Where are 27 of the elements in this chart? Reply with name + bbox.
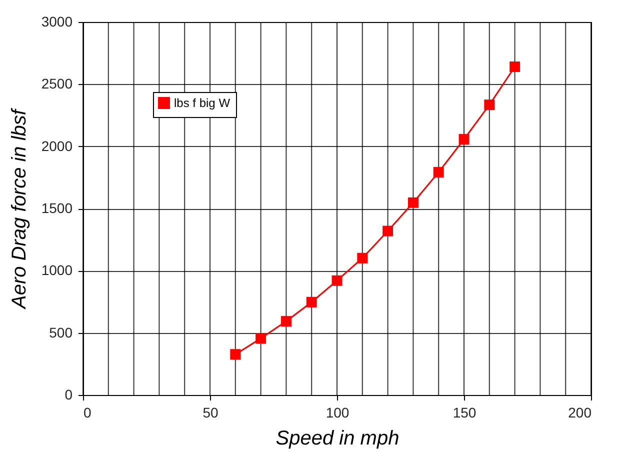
x-tick-label: 200 — [568, 404, 592, 420]
point — [510, 62, 520, 72]
x-tick-label: 0 — [84, 404, 92, 420]
point — [332, 275, 342, 286]
x-axis-title: Speed in mph — [276, 428, 400, 450]
y-tick-label: 2500 — [41, 76, 73, 92]
point — [458, 134, 470, 144]
point — [433, 166, 444, 178]
point — [256, 333, 266, 344]
point — [306, 296, 317, 308]
point — [280, 316, 292, 327]
y-tick-label: 3000 — [41, 14, 73, 30]
y-tick-label: 1500 — [41, 200, 73, 216]
x-tick-label: 50 — [202, 404, 218, 420]
y-tick-label: 2000 — [41, 138, 73, 154]
x-tick-label: 150 — [452, 404, 476, 420]
point — [484, 100, 495, 110]
point — [408, 197, 418, 208]
x-tick-label: 100 — [326, 404, 350, 420]
legend-label: lbs f big W — [174, 96, 231, 110]
point — [357, 252, 368, 264]
y-tick-label: 1000 — [41, 262, 73, 278]
y-tick-label: 0 — [64, 386, 73, 402]
y-axis-title: Aero Drag force in lbsf — [8, 107, 30, 310]
y-tick-label: 500 — [49, 324, 73, 340]
point — [382, 226, 394, 236]
point — [230, 349, 241, 360]
